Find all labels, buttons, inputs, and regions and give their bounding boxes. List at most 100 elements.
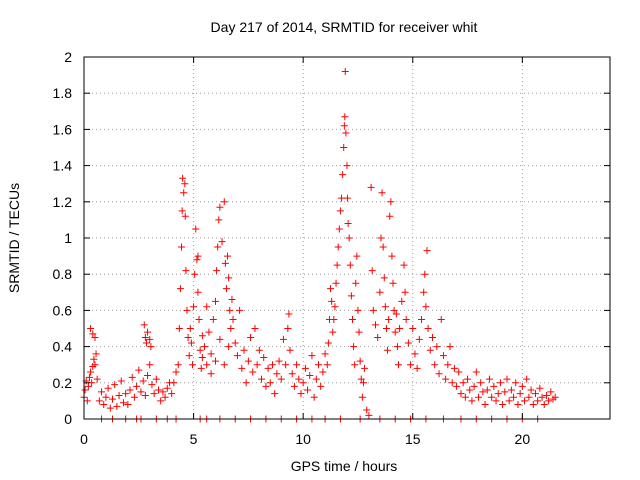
data-point xyxy=(404,339,412,347)
data-point xyxy=(396,325,404,332)
data-point xyxy=(174,361,182,369)
data-point xyxy=(193,256,201,264)
data-point xyxy=(481,401,489,409)
data-point xyxy=(178,207,186,215)
data-point xyxy=(376,288,384,296)
data-point xyxy=(446,343,454,351)
data-point xyxy=(203,361,211,369)
data-point xyxy=(212,357,219,365)
data-point xyxy=(336,207,344,215)
data-point xyxy=(461,393,469,401)
data-point xyxy=(507,386,515,394)
data-point xyxy=(297,390,305,398)
y-axis-ticks: 0 0.2 0.4 0.6 0.8 1 1.2 1.4 1.6 1.8 2 xyxy=(53,49,610,427)
data-point xyxy=(192,225,200,233)
data-point xyxy=(492,397,500,405)
data-point xyxy=(141,334,149,342)
data-point xyxy=(147,343,155,351)
data-point xyxy=(453,382,461,390)
data-point xyxy=(150,390,158,398)
data-point xyxy=(277,375,285,383)
data-point xyxy=(100,401,108,409)
data-point xyxy=(340,122,348,130)
data-point xyxy=(258,375,266,383)
data-point xyxy=(176,285,184,293)
data-point xyxy=(205,328,213,336)
data-point xyxy=(393,343,401,351)
x-tick-label: 15 xyxy=(405,431,421,447)
data-point xyxy=(98,388,106,396)
data-point xyxy=(384,346,392,354)
data-point xyxy=(288,370,296,378)
data-point xyxy=(338,194,346,202)
data-point xyxy=(319,368,327,376)
data-point xyxy=(218,238,226,246)
data-point xyxy=(512,379,520,387)
data-point xyxy=(137,388,145,396)
y-tick-label: 1.2 xyxy=(53,194,73,210)
data-point xyxy=(503,375,511,383)
data-point xyxy=(284,325,292,332)
data-point xyxy=(389,279,397,287)
data-point xyxy=(264,364,272,372)
data-point xyxy=(356,357,364,365)
data-point xyxy=(87,325,95,332)
data-point xyxy=(194,288,202,296)
data-point xyxy=(233,352,241,360)
data-point xyxy=(203,303,211,311)
data-point xyxy=(188,361,196,369)
data-point xyxy=(282,361,290,369)
x-tick-label: 0 xyxy=(80,431,88,447)
data-point xyxy=(183,306,191,314)
y-tick-label: 0.8 xyxy=(53,266,73,282)
data-point xyxy=(496,379,504,387)
data-point xyxy=(198,332,206,340)
data-point xyxy=(275,357,283,365)
data-point xyxy=(494,390,502,398)
data-point xyxy=(421,270,429,278)
data-point xyxy=(334,243,342,251)
y-tick-label: 1.4 xyxy=(53,158,73,174)
data-point xyxy=(426,346,434,354)
data-point xyxy=(146,335,154,343)
data-point xyxy=(84,382,92,390)
data-point xyxy=(225,343,233,351)
data-point xyxy=(124,401,132,409)
data-point xyxy=(117,377,125,385)
data-point xyxy=(411,350,419,358)
data-point xyxy=(225,274,233,282)
data-point xyxy=(108,395,116,403)
data-point xyxy=(407,361,415,369)
data-point xyxy=(152,375,160,383)
chart-title: Day 217 of 2014, SRMTID for receiver whi… xyxy=(211,19,478,35)
data-point xyxy=(505,397,513,405)
data-point xyxy=(332,279,340,287)
data-point xyxy=(306,372,314,380)
data-point xyxy=(424,325,432,332)
data-point xyxy=(140,321,148,329)
data-point xyxy=(335,225,343,233)
data-point xyxy=(312,375,320,383)
data-point xyxy=(181,212,189,220)
data-point xyxy=(253,361,261,369)
data-point xyxy=(317,382,325,390)
data-point xyxy=(479,388,487,396)
data-point xyxy=(228,296,236,304)
data-point xyxy=(464,375,472,383)
data-point xyxy=(122,390,130,398)
data-point xyxy=(499,401,507,409)
data-point xyxy=(212,297,219,305)
data-point xyxy=(207,370,215,378)
data-point xyxy=(89,330,97,338)
data-point xyxy=(472,368,480,376)
data-point xyxy=(444,361,452,369)
data-point xyxy=(328,297,336,305)
data-point xyxy=(378,189,386,197)
data-point xyxy=(398,297,406,305)
data-point xyxy=(190,303,198,311)
data-point xyxy=(540,401,548,409)
data-point xyxy=(141,391,149,399)
data-point xyxy=(368,267,376,275)
data-point xyxy=(350,343,358,351)
data-point xyxy=(172,368,180,376)
